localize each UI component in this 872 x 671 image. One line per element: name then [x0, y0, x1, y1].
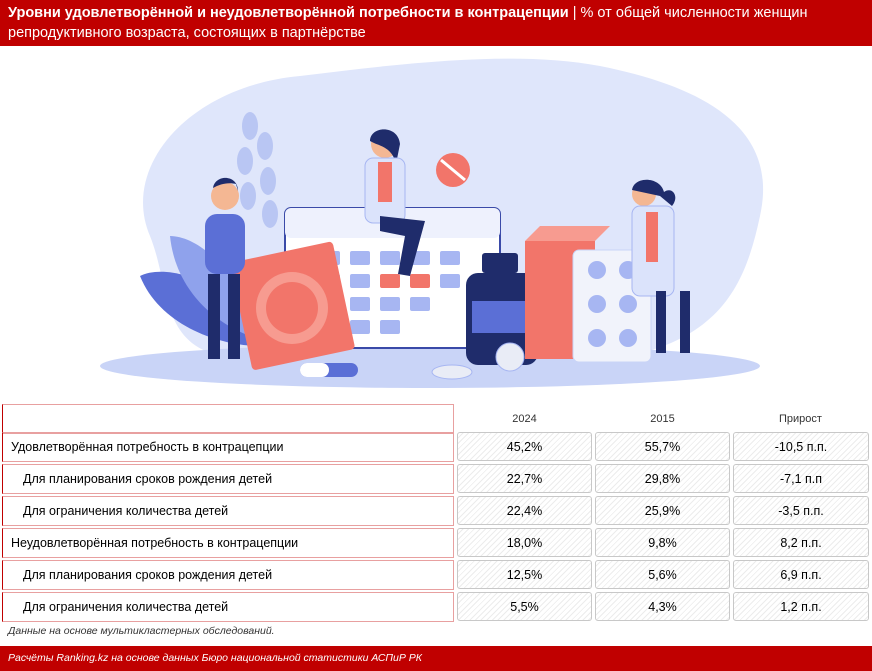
- page-header: Уровни удовлетворённой и неудовлетворённ…: [0, 0, 872, 46]
- white-tablet-icon: [431, 364, 473, 380]
- white-pill-icon: [495, 342, 525, 372]
- capsule-icon: [300, 363, 358, 377]
- table-cell-2024: 18,0%: [457, 528, 592, 557]
- table-row-label: Для ограничения количества детей: [2, 496, 454, 526]
- table-cell-2015: 29,8%: [595, 464, 730, 493]
- table-cell-2024: 12,5%: [457, 560, 592, 589]
- column-header-2024: 2024: [512, 413, 537, 425]
- page-title: Уровни удовлетворённой и неудовлетворённ…: [8, 5, 569, 21]
- table-cell-growth: 1,2 п.п.: [733, 592, 869, 621]
- table-cell-growth: -7,1 п.п: [733, 464, 869, 493]
- pill-jar-icon: [466, 253, 538, 365]
- column-header-growth: Прирост: [779, 413, 822, 425]
- illustration-contraception: [100, 58, 764, 388]
- table-row-label: Неудовлетворённая потребность в контраце…: [2, 528, 454, 558]
- page-subtitle: | % от общей численности женщин репродук…: [8, 5, 808, 41]
- table-cell-2024: 5,5%: [457, 592, 592, 621]
- table-cell-2015: 9,8%: [595, 528, 730, 557]
- column-header-2015: 2015: [650, 413, 675, 425]
- table-cell-growth: 6,9 п.п.: [733, 560, 869, 589]
- table-row-label: Для ограничения количества детей: [2, 592, 454, 622]
- woman-standing-figure-icon: [631, 179, 690, 353]
- condom-packet-icon: [230, 241, 355, 370]
- table-cell-2015: 4,3%: [595, 592, 730, 621]
- table-cell-growth: -3,5 п.п.: [733, 496, 869, 525]
- table-cell-2024: 45,2%: [457, 432, 592, 461]
- table-cell-2015: 55,7%: [595, 432, 730, 461]
- page-footer: Расчёты Ranking.kz на основе данных Бюро…: [0, 646, 872, 671]
- table-cell-2015: 5,6%: [595, 560, 730, 589]
- man-figure-icon: [205, 177, 245, 359]
- woman-sitting-figure-icon: [364, 129, 425, 276]
- table-cell-2024: 22,7%: [457, 464, 592, 493]
- table-cell-2015: 25,9%: [595, 496, 730, 525]
- table-cell-growth: 8,2 п.п.: [733, 528, 869, 557]
- plant-leaves-icon: [237, 112, 278, 228]
- pill-held-icon: [436, 153, 470, 187]
- table-cell-growth: -10,5 п.п.: [733, 432, 869, 461]
- source-note: Данные на основе мультикластерных обслед…: [8, 625, 275, 637]
- table-row-label: Для планирования сроков рождения детей: [2, 560, 454, 590]
- table-row-label: Удовлетворённая потребность в контрацепц…: [2, 432, 454, 462]
- table-row-label: Для планирования сроков рождения детей: [2, 464, 454, 494]
- table-header-blank: [2, 404, 454, 434]
- table-cell-2024: 22,4%: [457, 496, 592, 525]
